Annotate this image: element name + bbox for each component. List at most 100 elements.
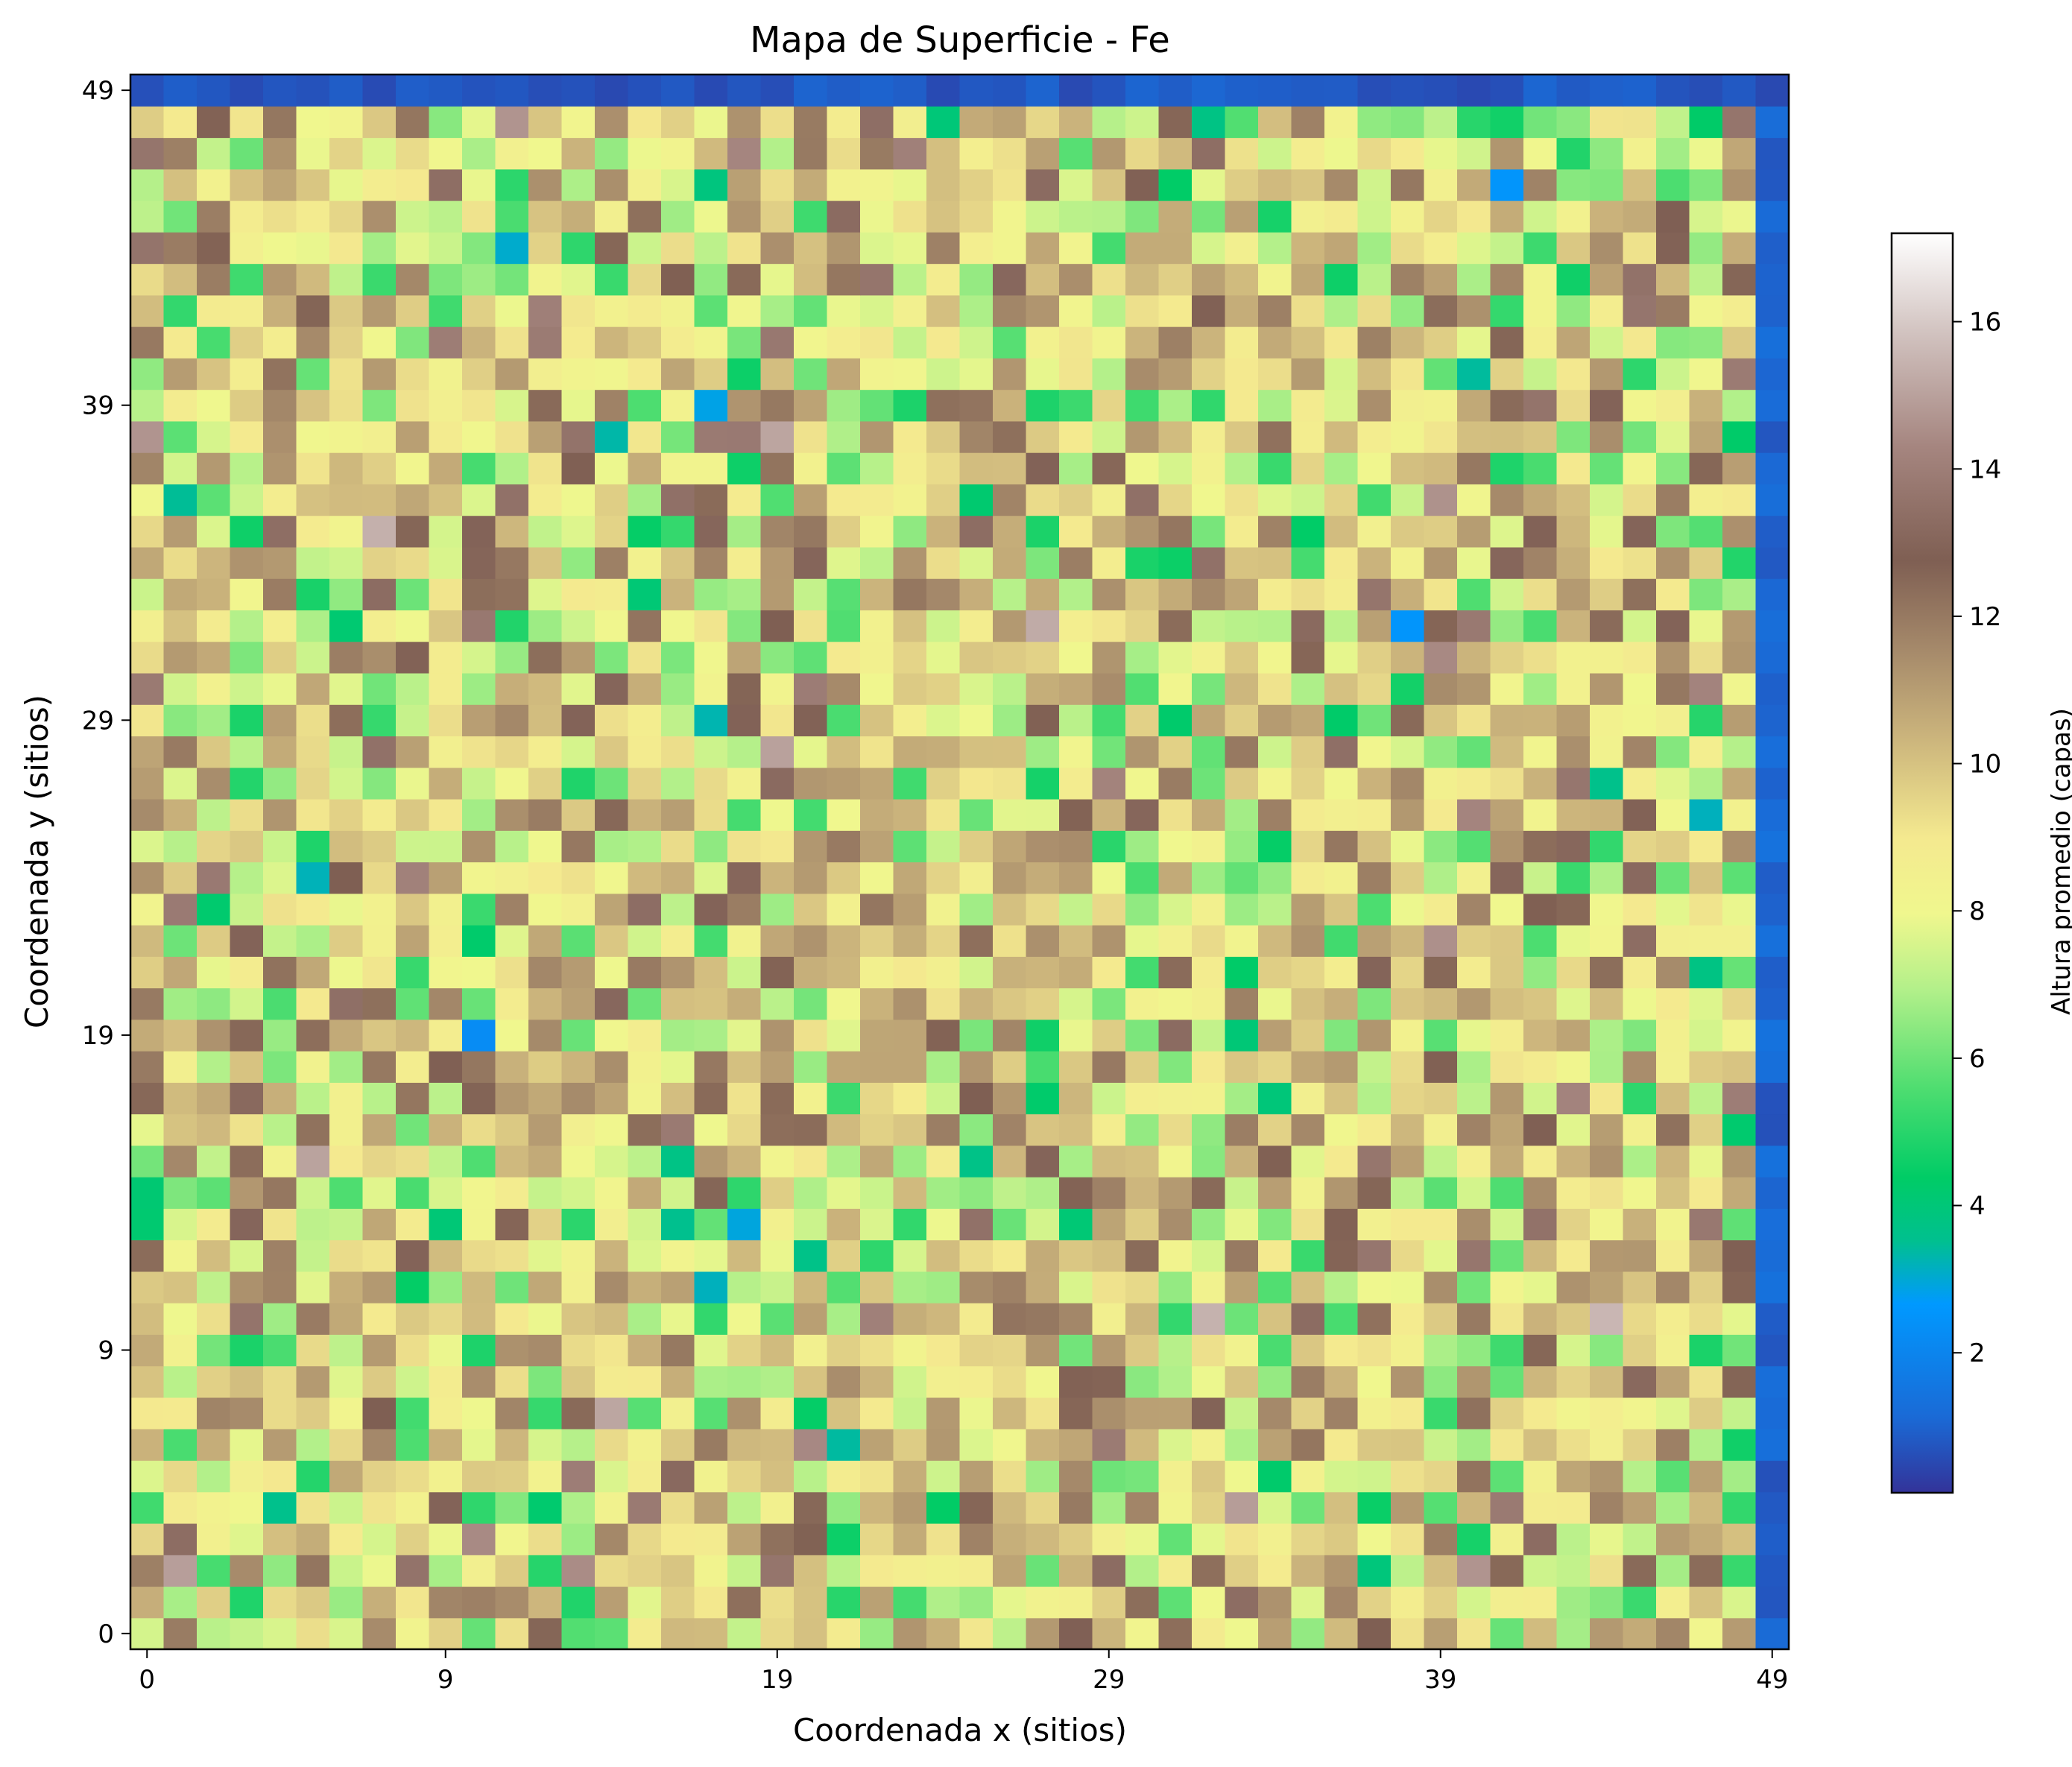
heatmap-cell [263, 641, 297, 674]
heatmap-cell [1755, 672, 1790, 705]
heatmap-cell [1457, 1555, 1491, 1587]
heatmap-cell [827, 137, 861, 170]
heatmap-cell [1755, 830, 1790, 863]
heatmap-cell [661, 137, 695, 170]
heatmap-cell [1258, 1586, 1292, 1619]
heatmap-cell [827, 420, 861, 453]
heatmap-cell [1026, 106, 1060, 139]
heatmap-cell [197, 862, 231, 894]
heatmap-cell [429, 389, 463, 422]
heatmap-cell [197, 1429, 231, 1461]
heatmap-cell [993, 452, 1027, 484]
heatmap-cell [1623, 704, 1657, 737]
heatmap-cell [362, 1239, 397, 1272]
heatmap-cell [1059, 1239, 1093, 1272]
heatmap-cell [860, 1271, 894, 1303]
heatmap-cell [429, 1082, 463, 1115]
heatmap-cell [1689, 515, 1723, 548]
heatmap-cell [561, 420, 596, 453]
heatmap-cell [197, 1617, 231, 1650]
heatmap-cell [1755, 106, 1790, 139]
heatmap-cell [230, 1523, 264, 1555]
heatmap-cell [1026, 641, 1060, 674]
heatmap-cell [561, 610, 596, 642]
heatmap-cell [1125, 1082, 1160, 1115]
heatmap-cell [528, 1271, 563, 1303]
heatmap-cell [1092, 263, 1126, 296]
heatmap-cell [1258, 925, 1292, 957]
heatmap-cell [230, 672, 264, 705]
heatmap-cell [1092, 515, 1126, 548]
heatmap-cell [760, 294, 795, 327]
heatmap-cell [263, 106, 297, 139]
heatmap-cell [959, 75, 994, 107]
heatmap-cell [1490, 798, 1524, 831]
heatmap-cell [1722, 1051, 1757, 1083]
heatmap-cell [760, 1555, 795, 1587]
heatmap-cell [561, 925, 596, 957]
heatmap-cell [628, 1555, 662, 1587]
heatmap-cell [760, 1460, 795, 1493]
heatmap-cell [1689, 484, 1723, 516]
heatmap-cell [1258, 1523, 1292, 1555]
heatmap-cell [595, 1586, 629, 1619]
heatmap-cell [595, 987, 629, 1020]
heatmap-cell [1192, 1586, 1226, 1619]
heatmap-cell [296, 767, 330, 800]
heatmap-cell [230, 767, 264, 800]
heatmap-cell [1357, 420, 1392, 453]
heatmap-cell [462, 515, 496, 548]
heatmap-cell [329, 420, 364, 453]
heatmap-cell [197, 767, 231, 800]
heatmap-cell [1689, 1082, 1723, 1115]
heatmap-cell [1755, 326, 1790, 358]
heatmap-cell [1092, 893, 1126, 926]
heatmap-cell [561, 1271, 596, 1303]
heatmap-cell [230, 1617, 264, 1650]
heatmap-cell [1523, 326, 1558, 358]
heatmap-cell [1755, 1208, 1790, 1241]
heatmap-cell [329, 956, 364, 989]
heatmap-cell [495, 420, 529, 453]
heatmap-cell [794, 1082, 828, 1115]
heatmap-cell [893, 75, 927, 107]
heatmap-cell [362, 736, 397, 768]
heatmap-cell [893, 578, 927, 611]
heatmap-cell [760, 798, 795, 831]
heatmap-cell [1258, 515, 1292, 548]
heatmap-cell [528, 862, 563, 894]
heatmap-cell [827, 1397, 861, 1429]
heatmap-cell [827, 1555, 861, 1587]
heatmap-cell [860, 1051, 894, 1083]
heatmap-cell [1291, 137, 1325, 170]
heatmap-cell [528, 672, 563, 705]
heatmap-cell [827, 956, 861, 989]
heatmap-cell [1192, 1303, 1226, 1335]
heatmap-cell [1092, 484, 1126, 516]
heatmap-cell [1689, 1019, 1723, 1052]
heatmap-cell [1225, 641, 1259, 674]
heatmap-cell [661, 1019, 695, 1052]
heatmap-cell [661, 1303, 695, 1335]
heatmap-cell [760, 200, 795, 233]
heatmap-cell [694, 1239, 728, 1272]
heatmap-cell [993, 1145, 1027, 1178]
heatmap-cell [329, 1429, 364, 1461]
heatmap-cell [296, 389, 330, 422]
heatmap-cell [595, 1177, 629, 1209]
heatmap-cell [329, 1303, 364, 1335]
heatmap-cell [959, 1051, 994, 1083]
heatmap-cell [263, 1271, 297, 1303]
heatmap-cell [1357, 1177, 1392, 1209]
heatmap-cell [661, 1429, 695, 1461]
heatmap-cell [429, 75, 463, 107]
heatmap-cell [296, 1365, 330, 1398]
heatmap-cell [760, 326, 795, 358]
heatmap-cell [926, 672, 961, 705]
heatmap-cell [462, 137, 496, 170]
heatmap-cell [197, 452, 231, 484]
heatmap-cell [694, 1617, 728, 1650]
heatmap-cell [362, 672, 397, 705]
heatmap-cell [528, 358, 563, 391]
heatmap-cell [1026, 263, 1060, 296]
